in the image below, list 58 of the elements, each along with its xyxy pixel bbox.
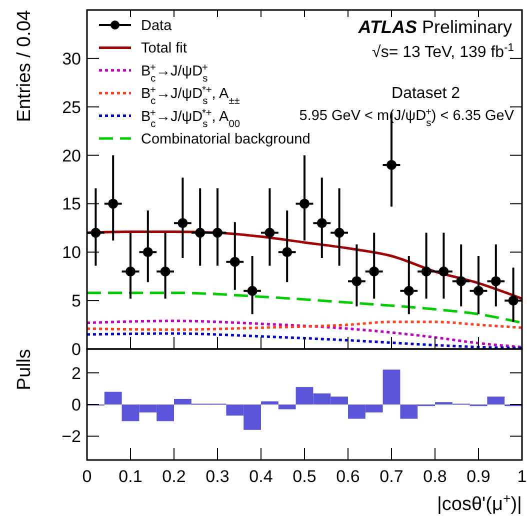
x-tick-label: 0.8 (423, 467, 447, 486)
x-tick-label: 0.1 (118, 467, 142, 486)
point (421, 266, 432, 277)
y-axis-title: Pulls (14, 349, 35, 390)
y-tick-label: 20 (62, 146, 81, 166)
x-tick-label: 1 (517, 467, 527, 486)
y-tick-label: 25 (62, 98, 81, 117)
x-tick-label: 0.2 (162, 467, 186, 486)
line-series (86, 320, 524, 348)
y-tick-label: 10 (62, 243, 81, 262)
y-tick-label: 30 (62, 49, 81, 68)
y-axis-title: Entries / 0.04 (14, 10, 35, 122)
y-tick-label: 15 (62, 194, 81, 214)
x-tick-label: 0.5 (292, 467, 316, 486)
point (178, 218, 188, 228)
annotation: Dataset 2 (392, 85, 460, 102)
point (300, 198, 310, 209)
point (230, 256, 240, 267)
legend-label: Data (141, 18, 173, 34)
point (212, 228, 222, 238)
point (404, 286, 414, 296)
legend-label: Total fit (141, 40, 187, 57)
x-axis-title: |cosθ'(μ$^{+}$)| (436, 490, 522, 515)
y-tick-label: −2 (62, 427, 81, 446)
point (282, 247, 292, 258)
legend-label: B$_{c}$$^{+}$→J/ψD$_{s}$$^{*+}$, A$_{00}$ (141, 107, 240, 130)
y-tick-label: 0 (72, 396, 81, 414)
point (316, 218, 327, 228)
point (438, 266, 449, 277)
point (126, 266, 136, 277)
point (264, 228, 275, 238)
point (334, 228, 344, 238)
point (160, 266, 170, 277)
annotation: √s= 13 TeV, 139 fb$^{-1}$ (372, 42, 514, 61)
legend-label: B$_{c}$$^{+}$→J/ψD$_{s}$$^{*+}$, A$_{±±}$ (141, 84, 240, 107)
point (90, 228, 101, 238)
point (386, 160, 396, 170)
x-tick-label: 0.3 (206, 467, 230, 486)
point (142, 247, 153, 258)
x-tick-label: 0.9 (466, 467, 490, 486)
point (490, 276, 501, 286)
legend-label: Combinatorial background (141, 132, 310, 148)
point (108, 198, 118, 209)
y-tick-label: 2 (72, 364, 81, 383)
x-tick-label: 0.6 (336, 467, 360, 486)
point (369, 266, 380, 277)
y-tick-label: 5 (72, 292, 81, 311)
x-tick-label: 0.7 (380, 467, 404, 486)
line-series (86, 320, 524, 331)
line-series (86, 332, 524, 350)
point (195, 228, 206, 238)
point (352, 276, 362, 286)
x-tick-label: 0.4 (249, 467, 273, 486)
point (474, 286, 484, 296)
point (456, 276, 466, 286)
annotation: ATLAS Preliminary (357, 17, 512, 37)
y-tick-label: 0 (72, 340, 81, 359)
point (247, 286, 258, 296)
